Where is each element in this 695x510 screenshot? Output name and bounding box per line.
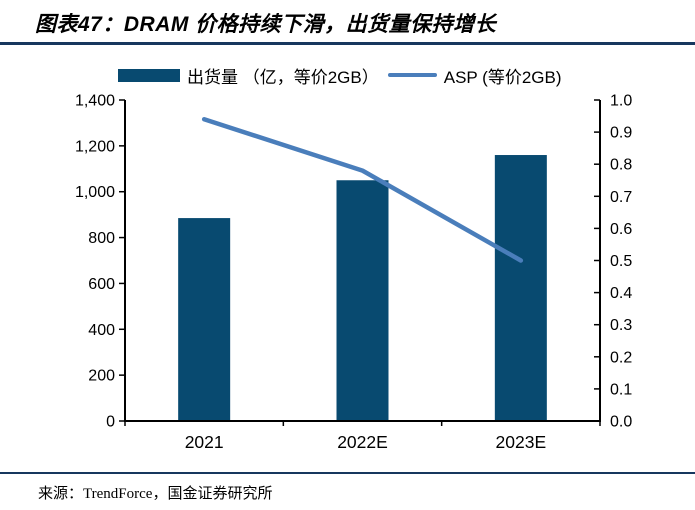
bar-series-swatch	[118, 68, 180, 82]
left-axis-tick-label: 1,400	[75, 93, 115, 110]
right-axis-tick-label: 0.1	[610, 381, 632, 398]
left-axis-tick-label: 800	[88, 230, 115, 247]
legend-item-shipments: 出货量 （亿，等价2GB）	[118, 63, 379, 88]
bar-2022E	[336, 180, 389, 421]
bar-2023E	[494, 155, 547, 421]
bar-2021	[178, 218, 231, 421]
right-axis-tick-label: 0.2	[610, 349, 632, 366]
right-axis-tick-label: 0.5	[610, 253, 632, 270]
left-axis-tick-label: 600	[88, 276, 115, 293]
left-axis-tick-label: 200	[88, 368, 115, 385]
right-axis-tick-label: 0.0	[610, 414, 632, 431]
left-axis-tick-label: 1,000	[75, 184, 115, 201]
left-axis-tick-label: 1,200	[75, 138, 115, 155]
line-series-label: ASP (等价2GB)	[443, 67, 562, 87]
chart-legend: 出货量 （亿，等价2GB） ASP (等价2GB)	[118, 63, 562, 87]
source-note: 来源：TrendForce，国金证券研究所	[38, 486, 273, 502]
figure-title: 图表47：DRAM 价格持续下滑，出货量保持增长	[35, 13, 497, 36]
right-axis-tick-label: 0.7	[610, 189, 632, 206]
legend-item-asp: ASP (等价2GB)	[387, 63, 562, 88]
right-axis-tick-label: 0.6	[610, 221, 632, 238]
title-divider	[0, 42, 695, 45]
left-axis-tick-label: 400	[88, 322, 115, 339]
line-series-swatch	[387, 73, 437, 77]
x-category-label: 2021	[185, 432, 224, 452]
bar-series-label: 出货量 （亿，等价2GB）	[187, 67, 379, 87]
x-category-label: 2022E	[337, 432, 388, 452]
asp-line	[201, 117, 524, 263]
right-axis-tick-label: 0.8	[610, 157, 632, 174]
right-axis-tick-label: 0.9	[610, 125, 632, 142]
right-axis-tick-label: 0.3	[610, 317, 632, 334]
right-axis-tick-label: 1.0	[610, 93, 632, 110]
left-axis-tick-label: 0	[106, 414, 115, 431]
right-axis-tick-label: 0.4	[610, 285, 632, 302]
source-divider	[0, 472, 695, 474]
x-category-label: 2023E	[496, 432, 547, 452]
